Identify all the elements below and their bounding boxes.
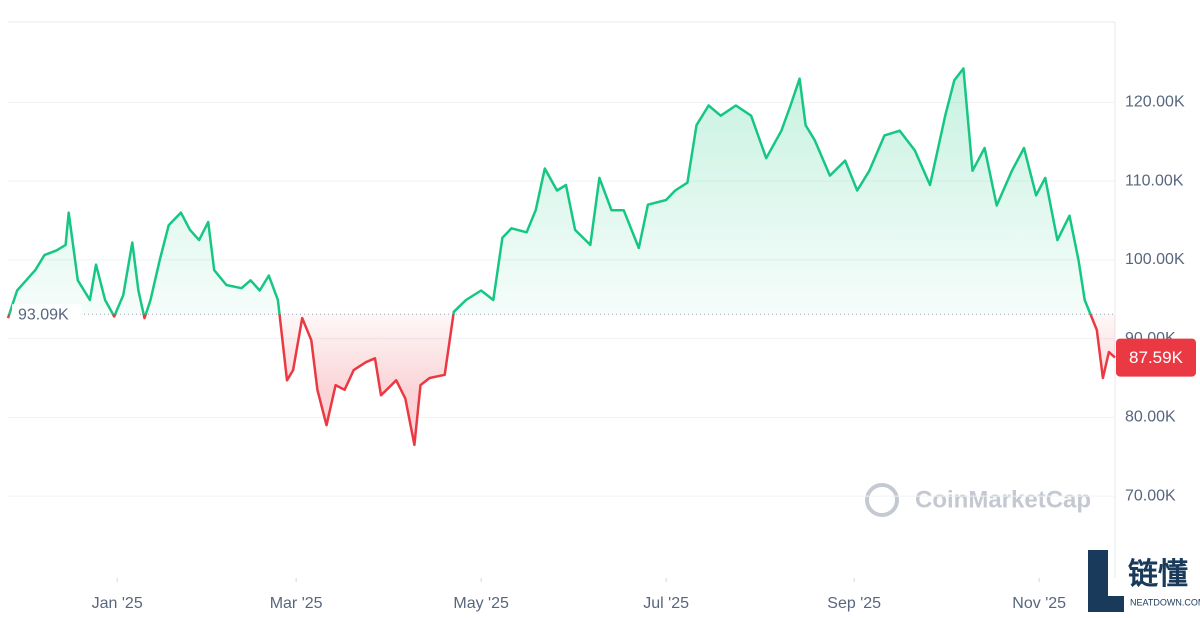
y-tick-label: 120.00K — [1125, 94, 1185, 111]
badge-title: 链懂 — [1128, 557, 1188, 591]
badge: 链懂 NEATDOWN.COM — [1088, 550, 1200, 612]
watermark: CoinMarketCap — [865, 483, 1091, 517]
current-price-tag — [1116, 338, 1196, 377]
x-tick-label: Jan '25 — [92, 595, 143, 612]
y-tick-label: 80.00K — [1125, 409, 1176, 426]
baseline-label: 93.09K — [18, 306, 69, 323]
x-tick-label: Mar '25 — [270, 595, 323, 612]
x-tick-label: May '25 — [453, 595, 509, 612]
price-line — [6, 67, 1116, 447]
x-tick-label: Sep '25 — [827, 595, 881, 612]
y-tick-label: 100.00K — [1125, 251, 1185, 268]
y-tick-label: 70.00K — [1125, 487, 1176, 504]
x-tick-label: Jul '25 — [643, 595, 689, 612]
watermark-logo — [865, 483, 899, 517]
baseline-label-bg — [12, 304, 82, 325]
x-tick-label: Nov '25 — [1012, 595, 1066, 612]
watermark-text: CoinMarketCap — [915, 486, 1091, 513]
badge-subtitle: NEATDOWN.COM — [1130, 597, 1200, 607]
badge-foot — [1088, 596, 1124, 612]
y-tick-label: 110.00K — [1125, 172, 1184, 189]
current-price-label: 87.59K — [1129, 348, 1184, 367]
area — [8, 68, 1115, 445]
